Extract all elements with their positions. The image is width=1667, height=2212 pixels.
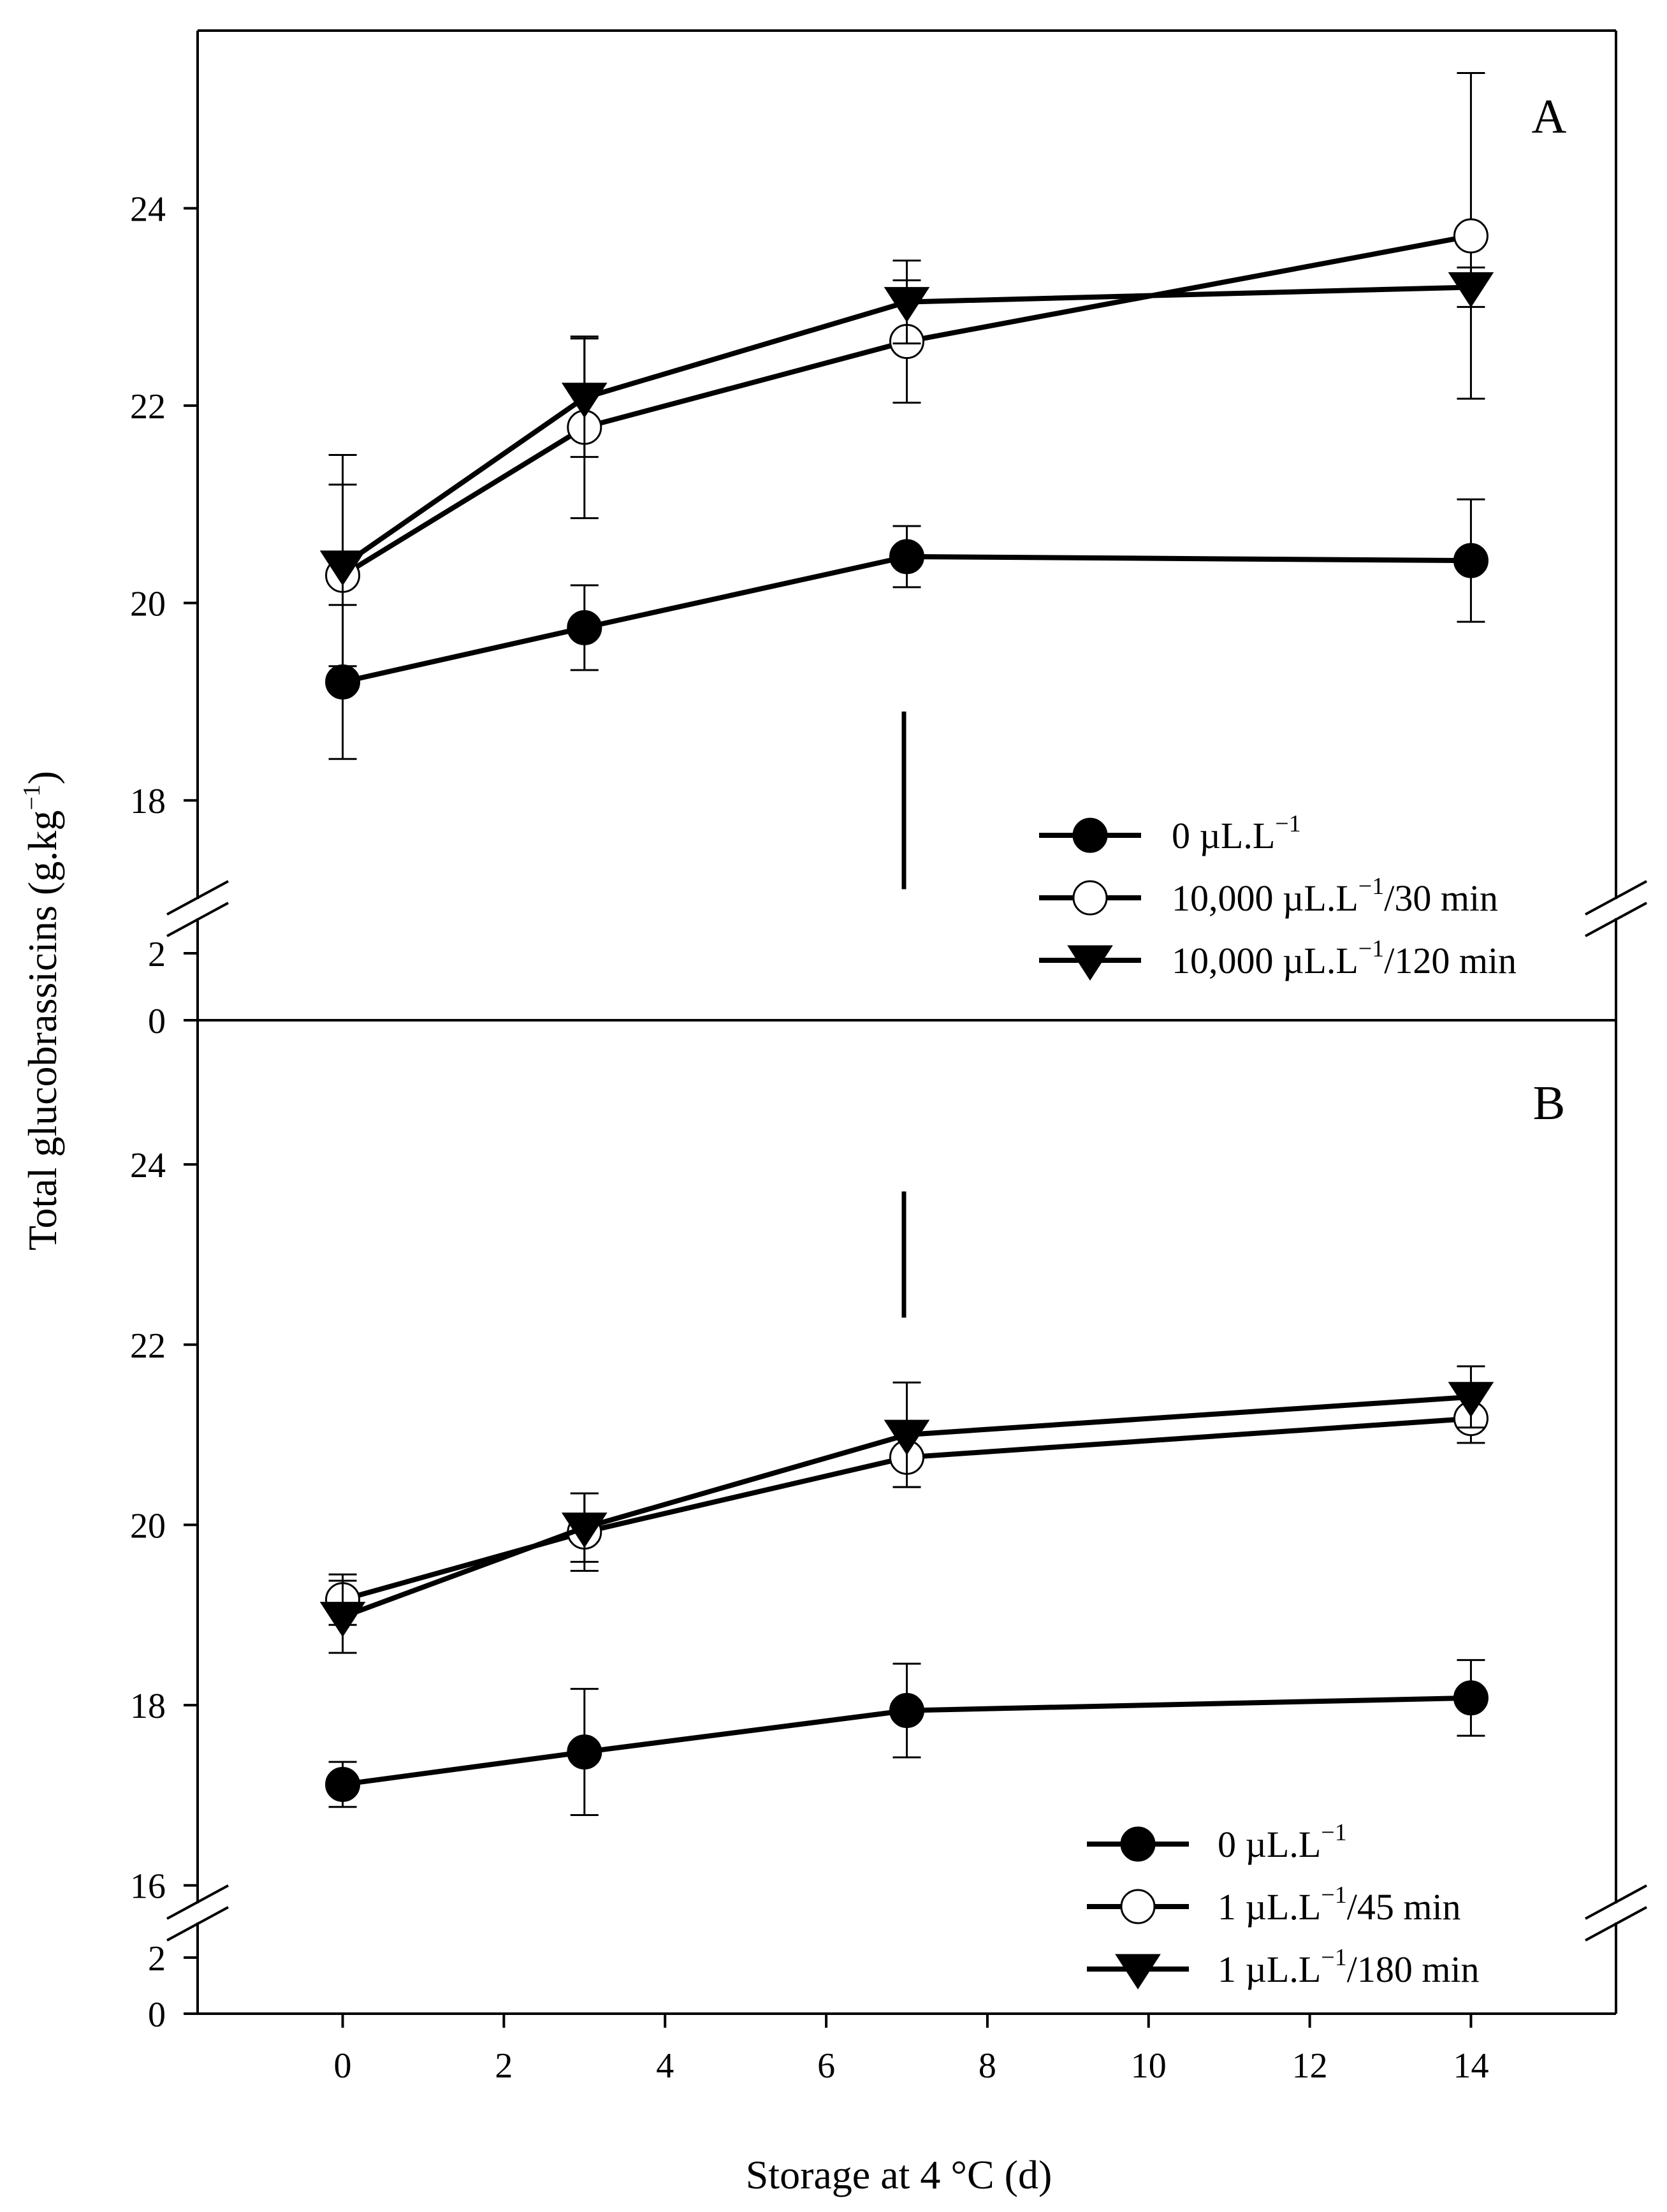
data-point — [561, 383, 608, 418]
x-tick-label: 14 — [1453, 2046, 1489, 2086]
data-point — [325, 1766, 361, 1802]
x-tick-label: 6 — [817, 2046, 835, 2086]
x-tick-label: 8 — [979, 2046, 996, 2086]
data-point — [1453, 543, 1489, 578]
data-point — [889, 539, 924, 575]
legend-marker — [1120, 1889, 1156, 1924]
legend-marker — [1067, 945, 1113, 981]
series-line — [341, 233, 1472, 578]
series-0 — [325, 1659, 1489, 1816]
x-tick-label: 12 — [1292, 2046, 1328, 2086]
legend-label: 1 µL.L−1/180 min — [1218, 1944, 1480, 1990]
data-point — [1453, 1680, 1489, 1716]
y-tick-label: 22 — [130, 1326, 166, 1366]
series-line — [342, 1416, 1471, 1602]
y-tick-label: 22 — [130, 387, 166, 427]
legend-label: 10,000 µL.L−1/120 min — [1172, 935, 1517, 981]
y-tick-label: 18 — [130, 1687, 166, 1726]
x-tick-label: 4 — [656, 2046, 674, 2086]
data-point — [561, 1513, 608, 1548]
legend-marker — [1120, 1826, 1156, 1862]
x-axis-title: Storage at 4 °C (d) — [746, 2152, 1052, 2197]
legend-entry: 10,000 µL.L−1/120 min — [1039, 935, 1517, 981]
legend-label: 1 µL.L−1/45 min — [1218, 1882, 1461, 1928]
legend-marker — [1072, 817, 1108, 853]
y-tick-label: 24 — [130, 1146, 166, 1185]
axis-break-mark — [166, 880, 229, 916]
y-tick-label: 24 — [130, 190, 166, 230]
y-tick-label: 16 — [130, 1867, 166, 1907]
legend-marker — [1115, 1954, 1161, 1989]
legend-entry: 0 µL.L−1 — [1039, 810, 1301, 856]
data-point — [884, 287, 930, 323]
data-point — [319, 1602, 366, 1637]
axis-break-mark — [1585, 1884, 1647, 1920]
legend-label: 10,000 µL.L−1/30 min — [1172, 873, 1498, 919]
data-point — [567, 610, 602, 645]
data-point — [319, 550, 366, 586]
legend-label: 0 µL.L−1 — [1172, 810, 1301, 856]
axis-break-mark — [166, 1906, 229, 1942]
legend-entry: 0 µL.L−1 — [1087, 1819, 1347, 1865]
data-point — [567, 1734, 602, 1770]
y-tick-label: 20 — [130, 585, 166, 624]
data-point — [1453, 218, 1489, 254]
y-tick-label: 18 — [130, 782, 166, 821]
data-point — [1448, 272, 1494, 308]
axis-break-mark — [166, 902, 229, 937]
axis-break-mark — [1585, 1906, 1647, 1942]
axis-break-mark — [1585, 880, 1647, 916]
axis-break-mark — [1585, 902, 1647, 937]
series-2 — [319, 260, 1494, 677]
panel-label: B — [1533, 1076, 1566, 1130]
y-tick-label: 0 — [148, 1995, 166, 2035]
y-axis-title: Total glucobrassicins (g.kg−1) — [18, 771, 65, 1250]
x-tick-label: 0 — [334, 2046, 352, 2086]
legend-marker — [1072, 880, 1108, 916]
y-tick-label: 20 — [130, 1506, 166, 1546]
y-tick-label: 2 — [148, 935, 166, 974]
series-line — [342, 1695, 1471, 1787]
panel-label: A — [1532, 90, 1567, 143]
x-tick-label: 10 — [1131, 2046, 1167, 2086]
data-point — [1448, 1382, 1494, 1417]
series-line — [341, 284, 1471, 568]
data-point — [889, 1693, 924, 1729]
data-point — [884, 1419, 930, 1455]
y-tick-label: 2 — [148, 1939, 166, 1979]
series-line — [342, 1394, 1471, 1620]
x-tick-label: 2 — [495, 2046, 513, 2086]
legend-entry: 1 µL.L−1/45 min — [1087, 1882, 1461, 1928]
legend-label: 0 µL.L−1 — [1218, 1819, 1347, 1865]
legend-entry: 10,000 µL.L−1/30 min — [1039, 873, 1498, 919]
series-2 — [319, 1365, 1494, 1654]
series-line — [342, 553, 1471, 685]
axis-break-mark — [166, 1884, 229, 1920]
legend-entry: 1 µL.L−1/180 min — [1087, 1944, 1480, 1990]
y-tick-label: 0 — [148, 1002, 166, 1041]
